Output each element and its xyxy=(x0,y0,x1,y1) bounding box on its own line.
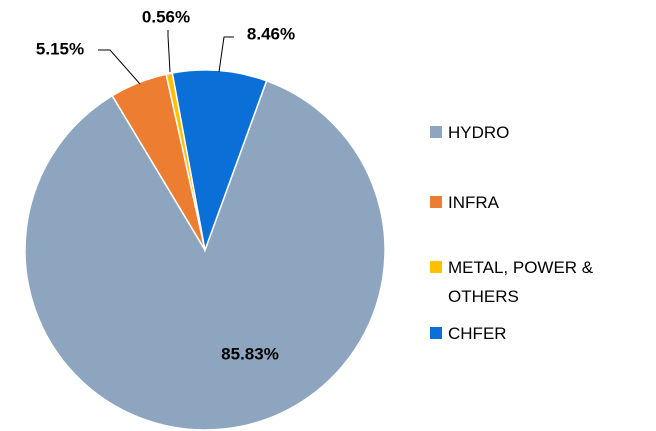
legend-label: INFRA xyxy=(448,193,499,212)
data-label: 5.15% xyxy=(36,39,84,58)
leader-line xyxy=(167,30,171,73)
leader-line xyxy=(218,36,234,73)
legend-item: HYDRO xyxy=(430,118,509,147)
legend-label: CHFER xyxy=(448,324,507,343)
legend-item: INFRA xyxy=(430,188,499,217)
legend-swatch xyxy=(430,261,442,273)
leader-line xyxy=(98,49,141,85)
legend-item: CHFER xyxy=(430,319,507,348)
pie-slice xyxy=(171,69,268,253)
legend-label: METAL, POWER & OTHERS xyxy=(448,258,594,306)
legend-swatch xyxy=(430,327,442,339)
data-label: 85.83% xyxy=(221,344,279,363)
legend-label: HYDRO xyxy=(448,123,510,142)
data-label: 8.46% xyxy=(247,24,295,43)
legend-item: METAL, POWER & OTHERS xyxy=(430,253,623,311)
pie-slice xyxy=(24,79,386,431)
data-label: 0.56% xyxy=(142,7,190,26)
legend-swatch xyxy=(430,196,442,208)
legend-swatch xyxy=(430,126,442,138)
